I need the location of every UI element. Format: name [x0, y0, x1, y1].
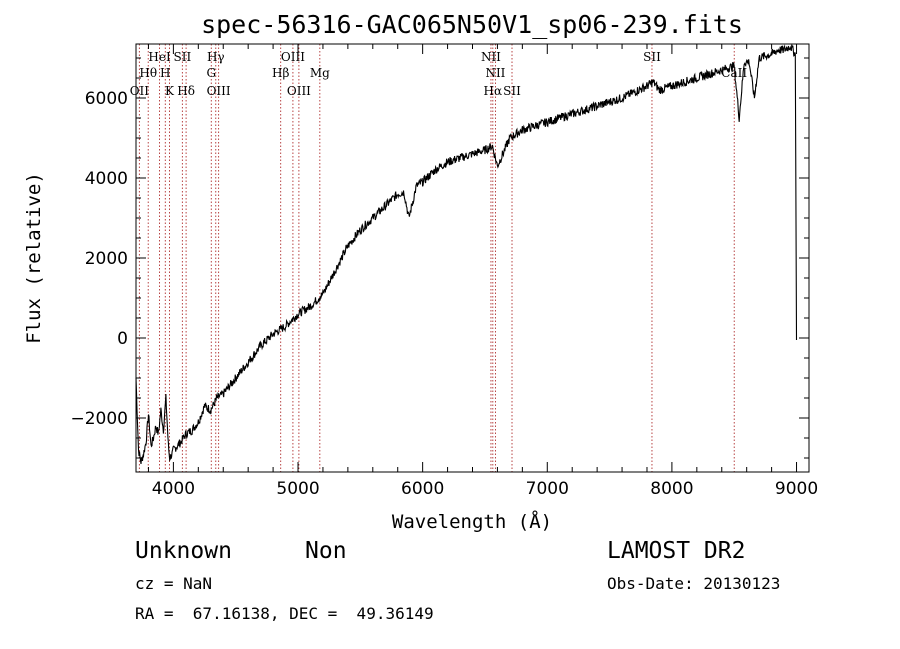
line-label: Hγ — [207, 50, 225, 64]
spectrum-line — [135, 44, 798, 464]
line-label: Hα — [484, 84, 503, 98]
x-tick-label: 8000 — [650, 479, 693, 499]
line-label: Hθ — [139, 66, 157, 80]
line-label: OIII — [287, 84, 311, 98]
x-axis-label: Wavelength (Å) — [392, 510, 552, 533]
y-tick-label: 0 — [117, 329, 128, 349]
line-label: Mg — [310, 66, 330, 80]
x-tick-label: 6000 — [401, 479, 444, 499]
observation-date: Obs-Date: 20130123 — [607, 574, 781, 593]
line-label: SII — [643, 50, 661, 64]
object-class: Unknown — [135, 538, 232, 564]
emission-line-markers — [138, 44, 735, 472]
object-subclass: Non — [305, 538, 347, 564]
line-label: NII — [485, 66, 505, 80]
line-label: NII — [481, 50, 501, 64]
emission-line-labels: Hθ OII HeI HK SII Hδ Hγ G OIII OIII Hβ OIII Mg NII NII… — [130, 50, 748, 98]
line-label: OIII — [207, 84, 231, 98]
line-label: SII — [503, 84, 521, 98]
survey-name: LAMOST DR2 — [607, 538, 746, 564]
line-label: OIII — [281, 50, 305, 64]
y-axis-ticks: −2000 0 2000 4000 6000 — [70, 57, 809, 459]
x-tick-label: 5000 — [276, 479, 319, 499]
ra-dec: RA = 67.16138, DEC = 49.36149 — [135, 604, 434, 623]
plot-frame — [135, 43, 810, 473]
redshift-cz: cz = NaN — [135, 574, 213, 593]
line-label: K — [165, 84, 175, 98]
y-tick-label: 6000 — [85, 89, 128, 109]
chart-title: spec-56316-GAC065N50V1_sp06-239.fits — [201, 10, 743, 39]
line-label: H — [160, 66, 170, 80]
x-tick-label: 7000 — [526, 479, 569, 499]
y-axis-label: Flux (relative) — [23, 172, 45, 344]
x-axis-ticks: 4000 5000 6000 7000 8000 9000 — [147, 44, 818, 499]
y-tick-label: 2000 — [85, 249, 128, 269]
line-label: OII — [130, 84, 150, 98]
x-tick-label: 9000 — [775, 479, 818, 499]
line-label: Hδ — [177, 84, 195, 98]
y-tick-label: −2000 — [70, 409, 128, 429]
x-tick-label: 4000 — [152, 479, 195, 499]
line-label: HeI — [148, 50, 171, 64]
line-label: G — [206, 66, 216, 80]
line-label: Hβ — [272, 66, 289, 80]
line-label: SII — [174, 50, 192, 64]
y-tick-label: 4000 — [85, 169, 128, 189]
